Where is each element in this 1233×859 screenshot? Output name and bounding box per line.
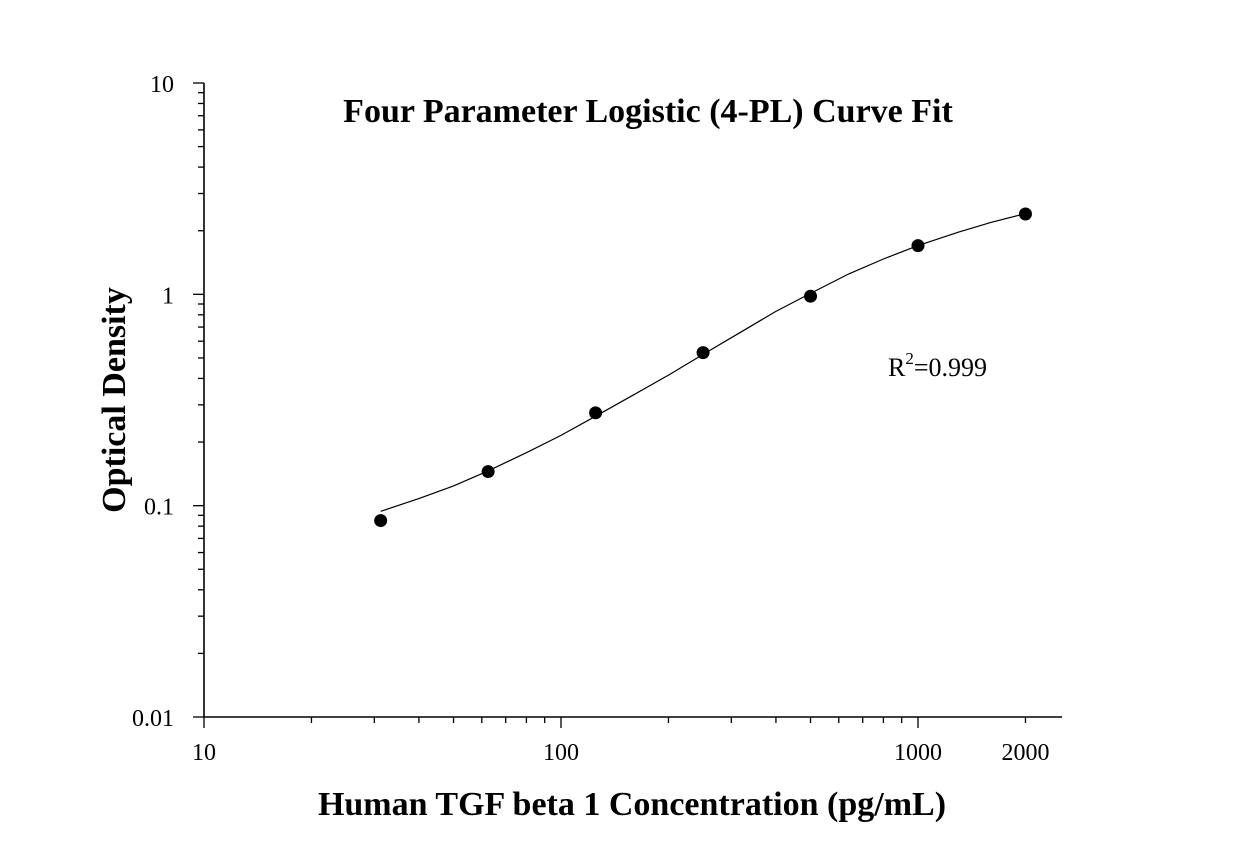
x-tick-label: 1000 [894, 740, 942, 766]
r-squared-value: =0.999 [914, 353, 987, 382]
data-point [911, 239, 925, 253]
r-squared-superscript: 2 [905, 349, 914, 368]
y-tick-label: 1 [162, 283, 174, 309]
x-tick-label: 2000 [1001, 740, 1049, 766]
y-tick-labels: 10 1 0.1 0.01 [132, 72, 174, 732]
y-tick-label: 0.1 [144, 495, 174, 521]
x-tick-labels: 10 100 1000 2000 [192, 740, 1049, 766]
y-tick-label: 0.01 [132, 706, 174, 732]
y-axis-title: Optical Density [96, 287, 133, 513]
data-point [481, 465, 495, 479]
x-axis-title: Human TGF beta 1 Concentration (pg/mL) [318, 786, 946, 823]
x-ticks [203, 717, 1027, 728]
y-ticks [193, 82, 204, 718]
r-squared-prefix: R [888, 353, 906, 382]
y-tick-label: 10 [150, 72, 174, 98]
r-squared-annotation: R2=0.999 [888, 349, 987, 382]
data-point [589, 406, 603, 420]
data-point [374, 514, 388, 528]
x-tick-label: 100 [543, 740, 579, 766]
axes [203, 83, 1062, 718]
chart-title: Four Parameter Logistic (4-PL) Curve Fit [343, 93, 953, 130]
data-points [374, 207, 1032, 528]
data-point [696, 346, 710, 360]
x-tick-label: 10 [192, 740, 216, 766]
data-point [804, 289, 818, 303]
data-point [1018, 207, 1032, 221]
